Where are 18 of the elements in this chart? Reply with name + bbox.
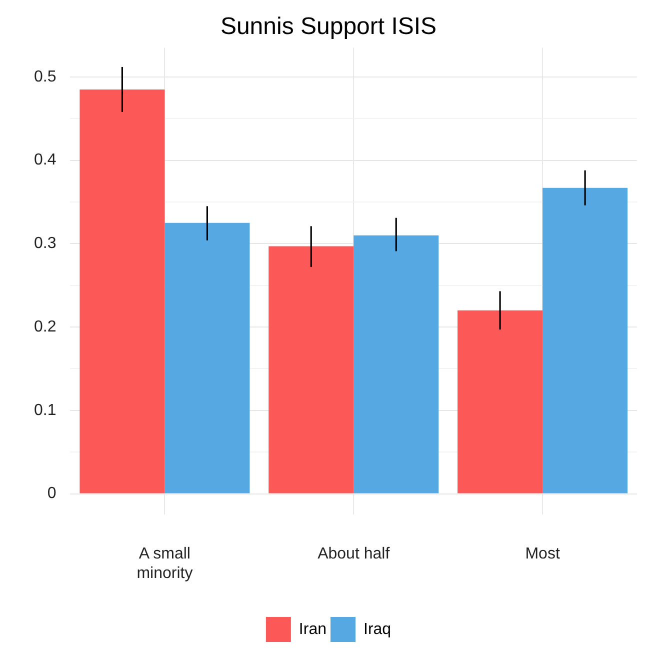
x-tick-label: About half — [318, 546, 390, 563]
y-tick-label: 0.5 — [34, 68, 56, 86]
bar — [268, 246, 354, 494]
bar — [542, 188, 628, 494]
y-tick-label: 0.2 — [34, 318, 56, 336]
x-tick-label: A small minority — [136, 546, 193, 582]
x-tick-label: Most — [525, 546, 560, 563]
y-tick-label: 0.4 — [34, 152, 56, 169]
y-tick-label: 0.1 — [34, 402, 56, 419]
chart-title: Sunnis Support ISIS — [220, 13, 437, 40]
bar — [354, 235, 439, 494]
bar — [80, 89, 165, 494]
y-tick-label: 0.3 — [34, 235, 56, 252]
legend-label: Iraq — [364, 620, 392, 638]
legend-label: Iran — [298, 620, 327, 638]
bar — [164, 222, 250, 494]
y-tick-label: 0 — [47, 485, 56, 502]
bar — [458, 310, 543, 494]
